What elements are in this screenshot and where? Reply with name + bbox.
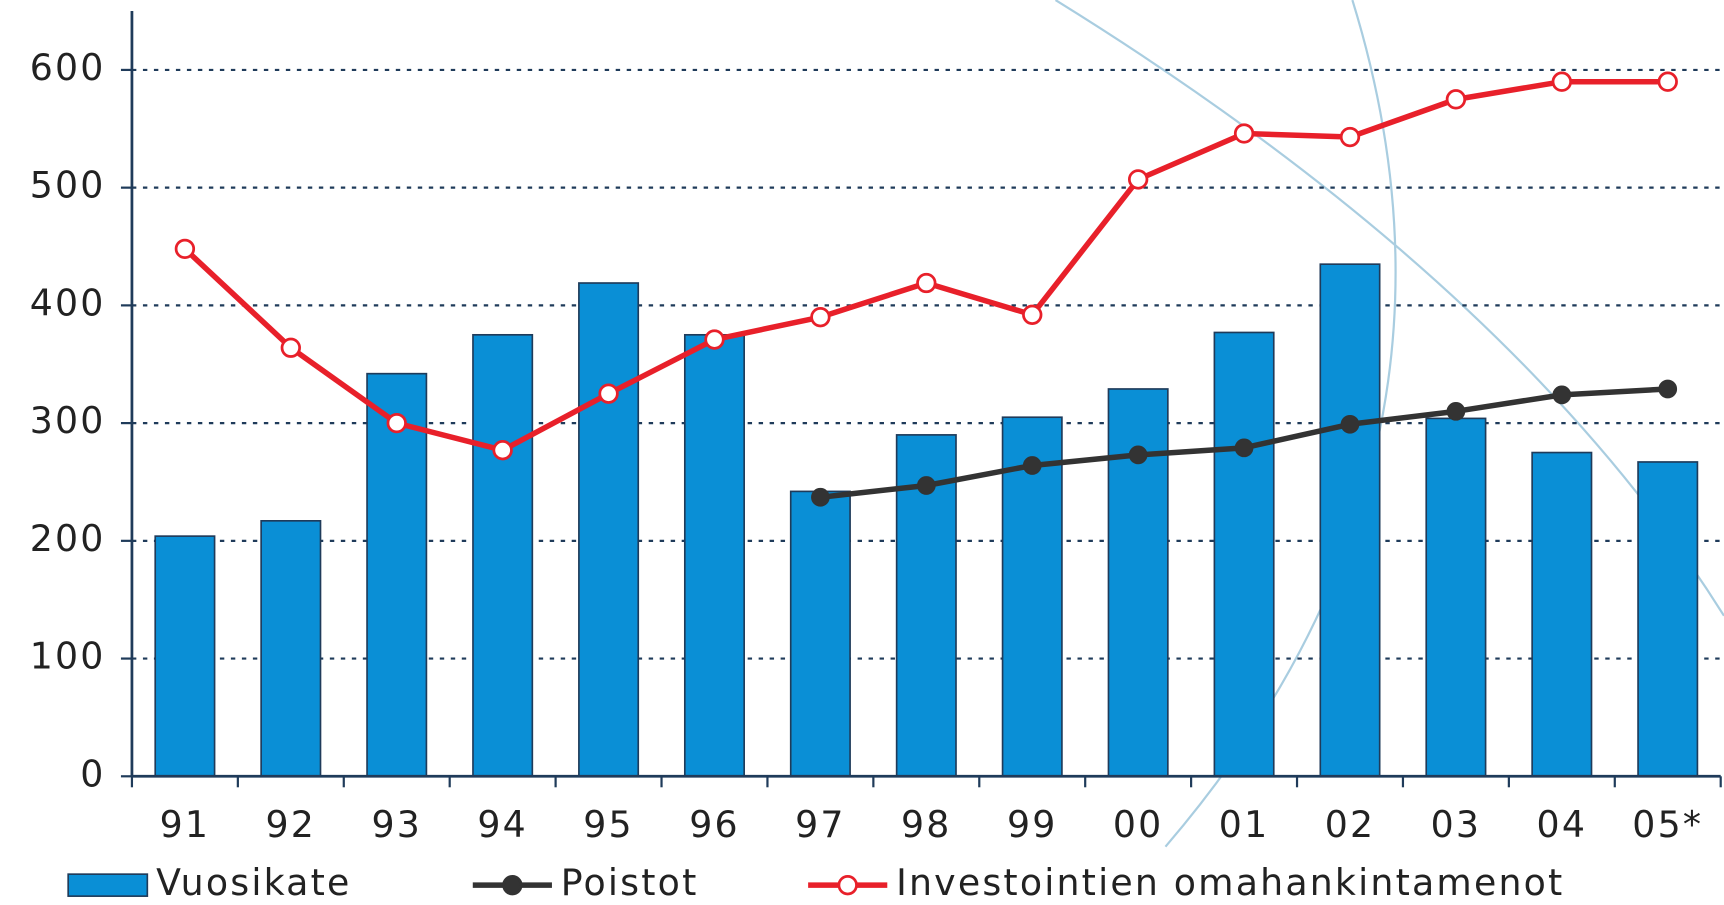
x-tick-label: 93 (371, 803, 422, 846)
line-marker (1446, 401, 1466, 421)
line-marker (280, 337, 301, 358)
bar (1213, 331, 1275, 778)
legend-marker (502, 874, 523, 896)
legend-swatch (67, 873, 149, 897)
bar (1425, 417, 1487, 778)
bar (683, 333, 745, 778)
line-marker (810, 306, 831, 328)
line-marker (1234, 438, 1254, 458)
x-tick-label: 98 (901, 803, 952, 846)
line-marker (1127, 169, 1149, 190)
line-marker (492, 440, 513, 461)
bar (1319, 263, 1381, 778)
y-tick-label: 400 (30, 281, 106, 324)
y-tick-label: 500 (30, 164, 106, 207)
line-marker (811, 487, 830, 507)
line-marker (1022, 456, 1042, 475)
x-tick-label: 00 (1113, 803, 1164, 846)
y-tick-label: 600 (30, 46, 106, 89)
x-tick-label: 92 (266, 803, 317, 846)
line-marker (1339, 126, 1361, 148)
x-tick-label: 96 (689, 803, 740, 846)
line-marker (1658, 379, 1678, 399)
legend-label: Investointien omahankintamenot (896, 861, 1564, 904)
line-marker (1445, 89, 1467, 110)
legend-label: Poistot (561, 861, 699, 904)
y-tick-label: 200 (30, 517, 106, 560)
bar (895, 434, 957, 778)
line-marker (1552, 385, 1572, 405)
line-marker (704, 329, 725, 350)
line-marker (916, 476, 936, 495)
y-tick-label: 100 (30, 635, 106, 678)
x-tick-label: 94 (477, 803, 528, 846)
bar (1637, 461, 1699, 778)
line-marker (916, 272, 937, 294)
bar (472, 333, 534, 778)
x-tick-label: 04 (1537, 803, 1588, 846)
line-marker (1551, 71, 1572, 92)
line-marker (1657, 71, 1678, 92)
bar (260, 520, 322, 778)
y-tick-label: 0 (80, 752, 105, 795)
line-marker (598, 383, 619, 404)
x-tick-label: 91 (160, 803, 211, 846)
y-tick-label: 300 (30, 399, 106, 442)
x-tick-label: 03 (1431, 803, 1482, 846)
line-marker (1022, 304, 1043, 325)
x-tick-label: 01 (1219, 803, 1270, 846)
legend-marker (837, 874, 858, 896)
line-marker (1340, 414, 1360, 434)
x-tick-label: 95 (583, 803, 634, 846)
line-marker (1128, 445, 1148, 465)
legend-label: Vuosikate (156, 861, 351, 904)
bar (154, 535, 216, 778)
line-marker (174, 238, 196, 260)
bar (366, 372, 428, 778)
bar (1531, 451, 1593, 778)
line-marker (386, 412, 407, 434)
x-tick-label: 97 (795, 803, 846, 846)
line-marker (1233, 123, 1255, 144)
bar (789, 490, 851, 778)
x-tick-label: 99 (1007, 803, 1058, 846)
x-tick-label: 02 (1325, 803, 1376, 846)
x-tick-label: 05* (1632, 803, 1703, 846)
bar (578, 282, 640, 778)
